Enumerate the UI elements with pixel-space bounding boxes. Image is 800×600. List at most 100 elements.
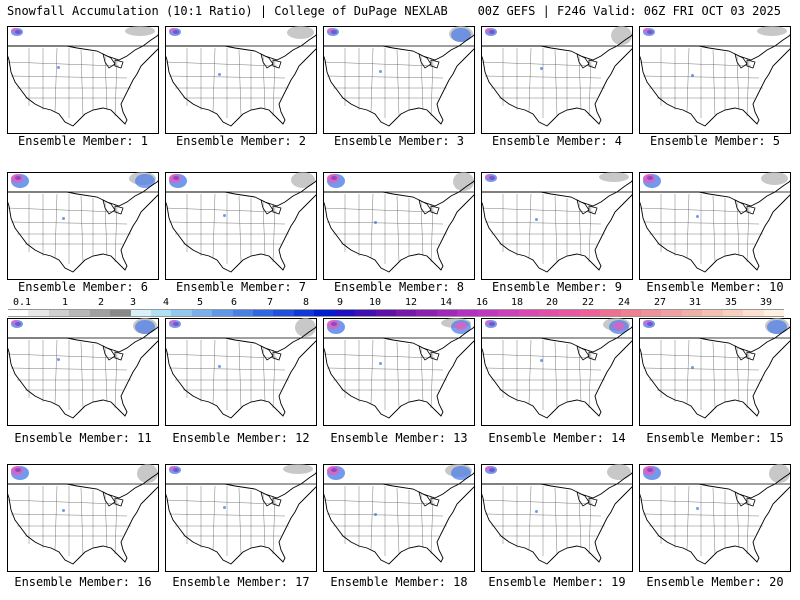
us-map-icon — [639, 464, 791, 572]
legend-swatch — [232, 309, 254, 317]
legend-swatch — [212, 309, 234, 317]
legend-tick-label: 1 — [61, 297, 69, 308]
ensemble-member-label: Ensemble Member: 8 — [333, 280, 465, 294]
legend-tick-label: 4 — [162, 297, 170, 308]
run-valid-time: 00Z GEFS | F246 Valid: 06Z FRI OCT 03 20… — [477, 4, 781, 18]
legend-swatch — [396, 309, 417, 317]
ensemble-map-panel — [323, 464, 475, 572]
ensemble-map-panel — [7, 464, 159, 572]
legend-tick-label: 7 — [266, 297, 274, 308]
legend-swatch — [641, 309, 662, 317]
us-map-icon — [323, 172, 475, 280]
chart-title: Snowfall Accumulation (10:1 Ratio) | Col… — [7, 4, 448, 18]
legend-swatch — [681, 309, 703, 317]
us-map-icon — [323, 318, 475, 426]
ensemble-map-panel — [481, 318, 633, 426]
legend-swatch — [8, 309, 29, 317]
legend-tick-label: 39 — [759, 297, 773, 308]
ensemble-member-label: Ensemble Member: 5 — [649, 134, 781, 148]
legend-swatch — [150, 309, 172, 317]
legend-swatch — [28, 309, 50, 317]
us-map-icon — [7, 26, 159, 134]
legend-swatch — [375, 309, 397, 317]
ensemble-map-panel — [481, 172, 633, 280]
legend-tick-label: 3 — [129, 297, 137, 308]
legend-tick-label: 27 — [653, 297, 667, 308]
us-map-icon — [481, 172, 633, 280]
ensemble-map-panel — [7, 26, 159, 134]
legend-tick-label: 6 — [230, 297, 238, 308]
legend-tick-label: 8 — [302, 297, 310, 308]
us-map-icon — [481, 464, 633, 572]
ensemble-map-panel — [165, 172, 317, 280]
ensemble-map-panel — [639, 26, 791, 134]
ensemble-member-label: Ensemble Member: 18 — [330, 575, 468, 589]
legend-tick-label: 10 — [368, 297, 382, 308]
ensemble-member-label: Ensemble Member: 15 — [646, 431, 784, 445]
us-map-icon — [7, 172, 159, 280]
legend-swatch — [191, 309, 213, 317]
color-legend: 0.1 1 2 3 4 5 6 7 8 9 10 12 14 16 18 20 22 24 27 31 35 39 — [8, 297, 785, 317]
ensemble-member-label: Ensemble Member: 12 — [172, 431, 310, 445]
ensemble-member-label: Ensemble Member: 11 — [14, 431, 152, 445]
legend-tick-label: 5 — [196, 297, 204, 308]
legend-swatch — [436, 309, 458, 317]
us-map-icon — [481, 26, 633, 134]
legend-swatch — [477, 309, 499, 317]
ensemble-member-label: Ensemble Member: 14 — [488, 431, 626, 445]
us-map-icon — [639, 172, 791, 280]
legend-tick-label: 16 — [475, 297, 489, 308]
legend-swatch — [253, 309, 274, 317]
legend-swatch — [89, 309, 111, 317]
us-map-icon — [639, 318, 791, 426]
legend-swatch — [722, 309, 744, 317]
legend-swatch — [48, 309, 70, 317]
legend-swatch — [579, 309, 601, 317]
ensemble-map-panel — [323, 318, 475, 426]
legend-tick-label: 24 — [617, 297, 631, 308]
legend-swatch — [538, 309, 560, 317]
legend-swatch — [661, 309, 683, 317]
legend-swatch — [620, 309, 642, 317]
ensemble-member-label: Ensemble Member: 2 — [175, 134, 307, 148]
ensemble-member-label: Ensemble Member: 9 — [491, 280, 623, 294]
us-map-icon — [165, 464, 317, 572]
legend-swatch — [416, 309, 438, 317]
legend-tick-label: 20 — [545, 297, 559, 308]
ensemble-map-panel — [323, 26, 475, 134]
ensemble-member-label: Ensemble Member: 7 — [175, 280, 307, 294]
legend-tick-label: 35 — [724, 297, 738, 308]
legend-swatch — [498, 309, 519, 317]
us-map-icon — [7, 464, 159, 572]
ensemble-member-label: Ensemble Member: 17 — [172, 575, 310, 589]
legend-swatch — [518, 309, 540, 317]
us-map-icon — [323, 26, 475, 134]
legend-swatch — [763, 309, 785, 317]
legend-tick-label: 2 — [97, 297, 105, 308]
ensemble-map-panel — [7, 172, 159, 280]
legend-tick-label: 9 — [336, 297, 344, 308]
legend-swatch — [600, 309, 622, 317]
us-map-icon — [165, 318, 317, 426]
legend-swatch — [293, 309, 315, 317]
legend-tick-label: 22 — [581, 297, 595, 308]
ensemble-map-panel — [165, 464, 317, 572]
us-map-icon — [323, 464, 475, 572]
ensemble-member-label: Ensemble Member: 6 — [17, 280, 149, 294]
ensemble-member-label: Ensemble Member: 19 — [488, 575, 626, 589]
legend-swatch — [69, 309, 91, 317]
ensemble-map-panel — [481, 464, 633, 572]
legend-swatch — [273, 309, 295, 317]
ensemble-map-panel — [165, 318, 317, 426]
legend-tick-label: 14 — [439, 297, 453, 308]
legend-swatch — [743, 309, 765, 317]
ensemble-map-panel — [639, 318, 791, 426]
ensemble-map-panel — [323, 172, 475, 280]
us-map-icon — [639, 26, 791, 134]
ensemble-member-label: Ensemble Member: 10 — [646, 280, 784, 294]
legend-swatch — [314, 309, 336, 317]
legend-swatch — [334, 309, 356, 317]
ensemble-map-panel — [639, 172, 791, 280]
ensemble-map-panel — [481, 26, 633, 134]
legend-swatch — [355, 309, 377, 317]
